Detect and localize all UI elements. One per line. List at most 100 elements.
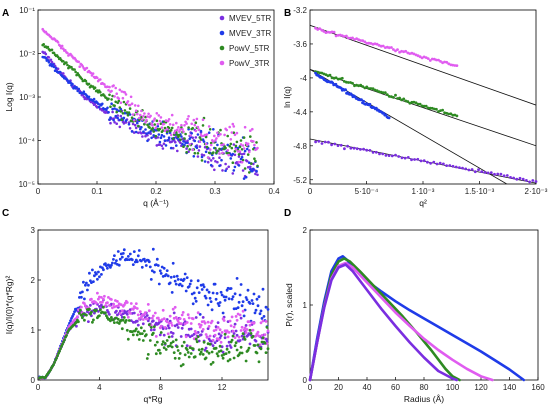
data-point <box>95 301 98 305</box>
data-point <box>371 87 375 91</box>
data-point <box>100 273 103 276</box>
data-point <box>512 176 515 180</box>
data-point <box>233 292 237 296</box>
data-point <box>81 316 84 320</box>
data-point <box>422 55 426 59</box>
data-point <box>160 144 164 148</box>
data-point <box>151 331 155 335</box>
data-point <box>252 167 255 171</box>
data-point <box>194 331 198 335</box>
data-point <box>135 260 139 264</box>
data-point <box>113 95 116 98</box>
data-point <box>387 116 391 120</box>
data-point <box>188 282 192 286</box>
data-point <box>203 321 207 325</box>
data-point <box>330 30 334 34</box>
data-point <box>404 99 408 103</box>
data-point <box>234 315 238 318</box>
data-point <box>255 351 259 355</box>
data-point <box>245 298 249 301</box>
data-point <box>204 356 208 360</box>
data-point <box>136 323 140 327</box>
data-point <box>231 122 235 126</box>
data-point <box>93 86 97 89</box>
data-point <box>169 133 173 137</box>
data-point <box>264 305 268 309</box>
data-point <box>200 155 204 159</box>
data-point <box>159 122 163 125</box>
data-point <box>221 350 225 354</box>
data-point <box>202 340 206 344</box>
data-point <box>197 291 201 294</box>
data-point <box>266 329 270 333</box>
data-point <box>208 342 212 346</box>
data-point <box>53 361 56 364</box>
data-point <box>515 177 519 181</box>
data-point <box>117 97 121 100</box>
data-point <box>261 319 265 323</box>
data-point <box>369 42 373 45</box>
data-point <box>126 100 130 103</box>
data-point <box>377 44 381 47</box>
data-point <box>72 312 75 316</box>
data-point <box>179 322 183 326</box>
data-point <box>212 157 215 160</box>
data-point <box>113 121 116 124</box>
data-point <box>435 162 439 166</box>
data-point <box>224 162 227 166</box>
data-point <box>441 108 444 112</box>
data-point <box>226 359 230 363</box>
data-point <box>51 63 55 66</box>
data-point <box>171 123 175 127</box>
data-point <box>144 128 147 131</box>
data-point <box>248 323 252 327</box>
data-point <box>104 311 107 315</box>
x-tick-label: 12 <box>218 383 227 392</box>
data-point <box>81 290 84 294</box>
data-point <box>249 129 252 132</box>
data-point <box>247 320 251 323</box>
data-point <box>371 151 375 154</box>
data-point <box>243 167 247 170</box>
data-point <box>208 296 212 300</box>
data-point <box>117 263 121 267</box>
data-point <box>245 328 249 331</box>
data-point <box>248 161 251 164</box>
data-point <box>326 74 330 78</box>
pr-curve-MVEV_5TR <box>308 263 459 382</box>
data-point <box>155 119 159 122</box>
data-point <box>228 145 231 148</box>
data-point <box>97 297 100 301</box>
data-point <box>165 320 169 324</box>
data-point <box>419 159 423 163</box>
data-point <box>77 60 80 64</box>
data-point <box>439 60 442 63</box>
data-point <box>235 348 239 352</box>
data-point <box>186 313 190 317</box>
series-PowV_3TR <box>314 26 459 67</box>
data-point <box>412 100 416 104</box>
data-point <box>50 60 54 64</box>
data-point <box>359 148 362 151</box>
data-point <box>206 160 210 164</box>
data-point <box>477 168 480 172</box>
data-point <box>150 269 154 273</box>
data-point <box>201 328 205 331</box>
data-point <box>528 180 531 184</box>
data-point <box>381 44 385 48</box>
data-point <box>179 128 182 131</box>
data-point <box>264 351 268 354</box>
data-point <box>130 102 134 105</box>
data-point <box>186 144 189 148</box>
data-point <box>248 171 251 174</box>
data-point <box>65 334 68 337</box>
data-point <box>448 164 452 167</box>
data-point <box>338 77 342 81</box>
data-point <box>160 133 164 137</box>
data-point <box>150 316 154 320</box>
legend-marker <box>219 30 225 36</box>
data-point <box>131 122 135 126</box>
data-point <box>230 146 234 150</box>
data-point <box>194 316 198 319</box>
data-point <box>225 151 228 155</box>
